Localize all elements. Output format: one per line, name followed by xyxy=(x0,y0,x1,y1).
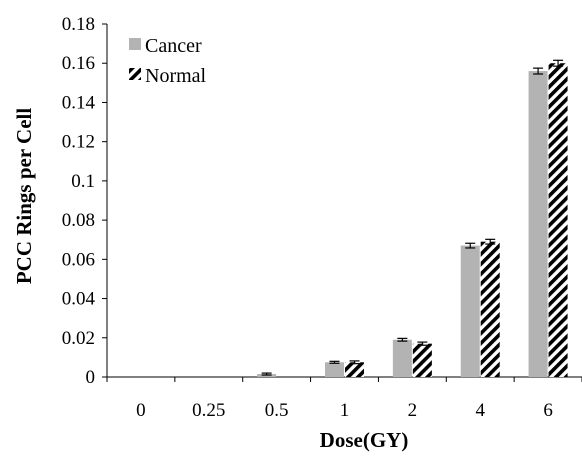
y-tick-label: 0.16 xyxy=(62,53,95,74)
legend-item-normal: Normal xyxy=(129,65,207,87)
error-bar xyxy=(465,242,476,249)
y-axis-ticks: 0 0.02 0.04 0.06 0.08 0.1 0.12 0.14 0.16 0.18 xyxy=(62,14,107,388)
bar-normal-2 xyxy=(412,343,432,377)
x-tick-label: 0.5 xyxy=(265,400,289,421)
error-bar xyxy=(485,238,496,245)
bar-cancer-4 xyxy=(460,245,480,377)
legend: Cancer Normal xyxy=(129,35,207,87)
y-tick-label: 0.02 xyxy=(62,328,95,349)
x-axis-ticks: 0 0.25 0.5 1 2 4 6 xyxy=(106,377,582,421)
error-bar xyxy=(417,341,428,346)
legend-swatch-normal xyxy=(129,68,141,80)
x-axis-title: Dose(GY) xyxy=(320,428,409,452)
legend-label-normal: Normal xyxy=(145,65,207,87)
x-tick-label: 0.25 xyxy=(192,400,225,421)
bar-series xyxy=(257,59,568,378)
y-tick-label: 0.08 xyxy=(62,210,95,231)
error-bar xyxy=(397,337,408,342)
x-tick-label: 1 xyxy=(340,400,350,421)
y-tick-label: 0.04 xyxy=(62,289,96,310)
y-tick-label: 0.14 xyxy=(62,92,96,113)
error-bar xyxy=(329,360,340,364)
y-tick-label: 0.12 xyxy=(62,132,95,153)
x-tick-label: 4 xyxy=(475,400,485,421)
bar-normal-4 xyxy=(480,241,500,377)
y-tick-label: 0.18 xyxy=(62,14,95,35)
y-axis-title: PCC Rings per Cell xyxy=(12,108,36,285)
legend-item-cancer: Cancer xyxy=(129,35,202,57)
bar-normal-6 xyxy=(548,63,568,377)
y-tick-label: 0.06 xyxy=(62,249,95,270)
bar-cancer-1 xyxy=(325,362,344,377)
plot-area: 0 0.02 0.04 0.06 0.08 0.1 0.12 0.14 0.16 0.18 0 0.… xyxy=(62,14,582,421)
bar-normal-1 xyxy=(345,362,364,377)
error-bar xyxy=(261,372,272,376)
y-tick-label: 0.1 xyxy=(71,171,95,192)
bar-cancer-2 xyxy=(392,339,412,377)
error-bar xyxy=(553,59,564,67)
x-tick-label: 0 xyxy=(136,400,146,421)
x-tick-label: 6 xyxy=(543,400,553,421)
bar-cancer-6 xyxy=(528,71,548,378)
error-bar xyxy=(533,67,544,75)
y-tick-label: 0 xyxy=(86,367,96,388)
x-tick-label: 2 xyxy=(408,400,418,421)
error-bar xyxy=(349,360,360,365)
legend-swatch-cancer xyxy=(129,38,141,50)
legend-label-cancer: Cancer xyxy=(145,35,202,57)
